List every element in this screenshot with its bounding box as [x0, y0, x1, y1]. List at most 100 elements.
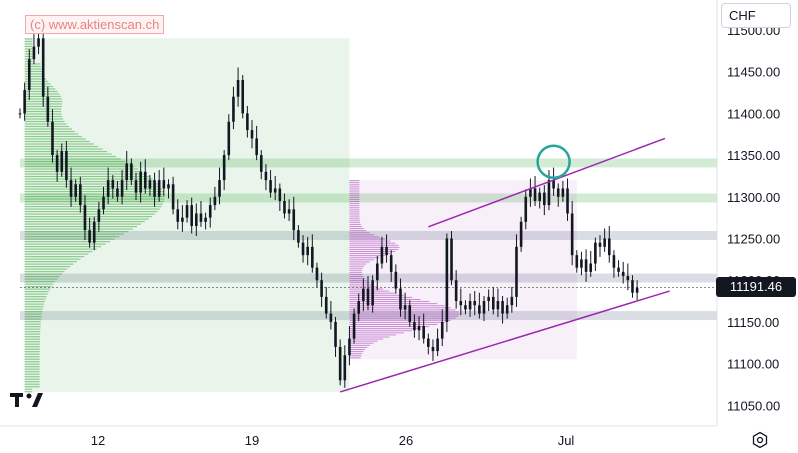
candle-body	[631, 280, 634, 293]
volume-profile-1-bar	[24, 108, 62, 110]
volume-profile-1-bar	[24, 288, 51, 290]
candle-body	[97, 209, 101, 222]
candle-body	[171, 184, 175, 210]
volume-profile-2-bar	[349, 282, 370, 284]
candle-body	[120, 180, 124, 197]
volume-profile-2-bar	[349, 251, 396, 253]
candle-body	[478, 305, 481, 314]
volume-profile-2-bar	[349, 253, 391, 255]
candle-body	[116, 188, 119, 197]
volume-profile-2-bar	[349, 203, 360, 205]
volume-profile-1-bar	[24, 208, 160, 210]
candle-body	[496, 301, 500, 310]
candle-body	[617, 267, 620, 272]
volume-profile-1-bar	[24, 178, 153, 180]
volume-profile-1-bar	[24, 228, 133, 230]
volume-profile-2-bar	[349, 242, 396, 244]
volume-profile-2-bar	[349, 336, 390, 338]
volume-profile-1-bar	[24, 188, 163, 190]
candle-body	[32, 46, 36, 60]
volume-profile-1-bar	[24, 118, 64, 120]
candle-body	[366, 288, 370, 306]
volume-profile-2-bar	[349, 332, 404, 334]
candle-body	[501, 301, 504, 314]
candle-body	[297, 230, 300, 243]
zone-band	[20, 158, 717, 168]
candle-body	[408, 305, 412, 322]
volume-profile-1-bar	[24, 338, 40, 340]
volume-profile-1-bar	[24, 180, 156, 183]
volume-profile-2-bar	[349, 198, 360, 200]
volume-profile-1-bar	[24, 268, 68, 270]
volume-profile-1-bar	[24, 298, 46, 300]
candle-body	[311, 246, 314, 268]
volume-profile-2-bar	[349, 234, 375, 236]
candle-body	[278, 188, 282, 201]
candle-body	[584, 259, 588, 272]
volume-profile-2-bar	[349, 236, 380, 238]
y-tick-label: 11350.00	[727, 148, 780, 163]
tradingview-logo-icon[interactable]	[10, 391, 46, 409]
volume-profile-2-bar	[349, 342, 374, 344]
volume-profile-2-bar	[349, 217, 360, 219]
volume-profile-1-bar	[24, 263, 74, 265]
volume-profile-1-bar	[24, 391, 33, 393]
candle-body	[143, 171, 147, 189]
volume-profile-2-bar	[349, 255, 386, 257]
candle-body	[246, 113, 249, 131]
volume-profile-2-bar	[349, 259, 375, 261]
volume-profile-1-bar	[24, 328, 41, 330]
candle-body	[46, 96, 50, 122]
volume-profile-1-bar	[24, 266, 71, 268]
volume-profile-1-bar	[24, 45, 33, 48]
volume-profile-1-bar	[24, 308, 43, 310]
candle-body	[510, 296, 514, 306]
candle-body	[394, 271, 398, 289]
volume-profile-1-bar	[24, 233, 124, 235]
settings-hexagon-icon[interactable]	[751, 431, 769, 449]
volume-profile-1-bar	[24, 193, 165, 195]
candle-body	[185, 205, 189, 218]
volume-profile-1-bar	[24, 80, 49, 83]
volume-profile-1-bar	[24, 43, 33, 45]
candle-body	[106, 180, 110, 197]
candle-body	[111, 180, 115, 189]
candle-body	[519, 221, 523, 247]
volume-profile-2-bar	[349, 244, 399, 246]
candle-body	[167, 184, 170, 189]
candle-body	[403, 305, 407, 310]
volume-profile-1-bar	[24, 381, 40, 383]
candle-body	[524, 196, 528, 222]
candle-body	[459, 301, 463, 306]
volume-profile-1-bar	[24, 73, 44, 75]
candle-body	[269, 180, 272, 193]
candle-body	[255, 138, 258, 156]
volume-profile-1-bar	[24, 225, 137, 228]
candle-body	[621, 271, 625, 277]
candle-body	[148, 180, 152, 189]
volume-profile-1-bar	[24, 68, 42, 70]
volume-profile-2-bar	[349, 317, 456, 319]
volume-profile-2-bar	[349, 319, 451, 321]
volume-profile-1-bar	[24, 306, 44, 308]
volume-profile-2-bar	[349, 323, 438, 325]
candle-body	[139, 171, 142, 193]
x-tick-label: 12	[91, 433, 105, 448]
currency-selector[interactable]: CHF	[721, 3, 791, 28]
candle-body	[607, 238, 611, 256]
highlight-circle	[536, 144, 571, 180]
volume-profile-1-bar	[24, 321, 41, 323]
candle-body	[102, 196, 105, 210]
volume-profile-2-bar	[349, 182, 360, 184]
volume-profile-1-bar	[24, 125, 69, 128]
volume-profile-2-bar	[349, 225, 362, 227]
candle-body	[389, 255, 393, 272]
volume-profile-1-bar	[24, 215, 152, 218]
volume-profile-1-bar	[24, 175, 150, 178]
candle-body	[162, 180, 166, 189]
candle-body	[468, 301, 472, 310]
volume-profile-2-bar	[349, 273, 363, 275]
volume-profile-1-bar	[24, 311, 43, 313]
volume-profile-1-bar	[24, 58, 33, 60]
